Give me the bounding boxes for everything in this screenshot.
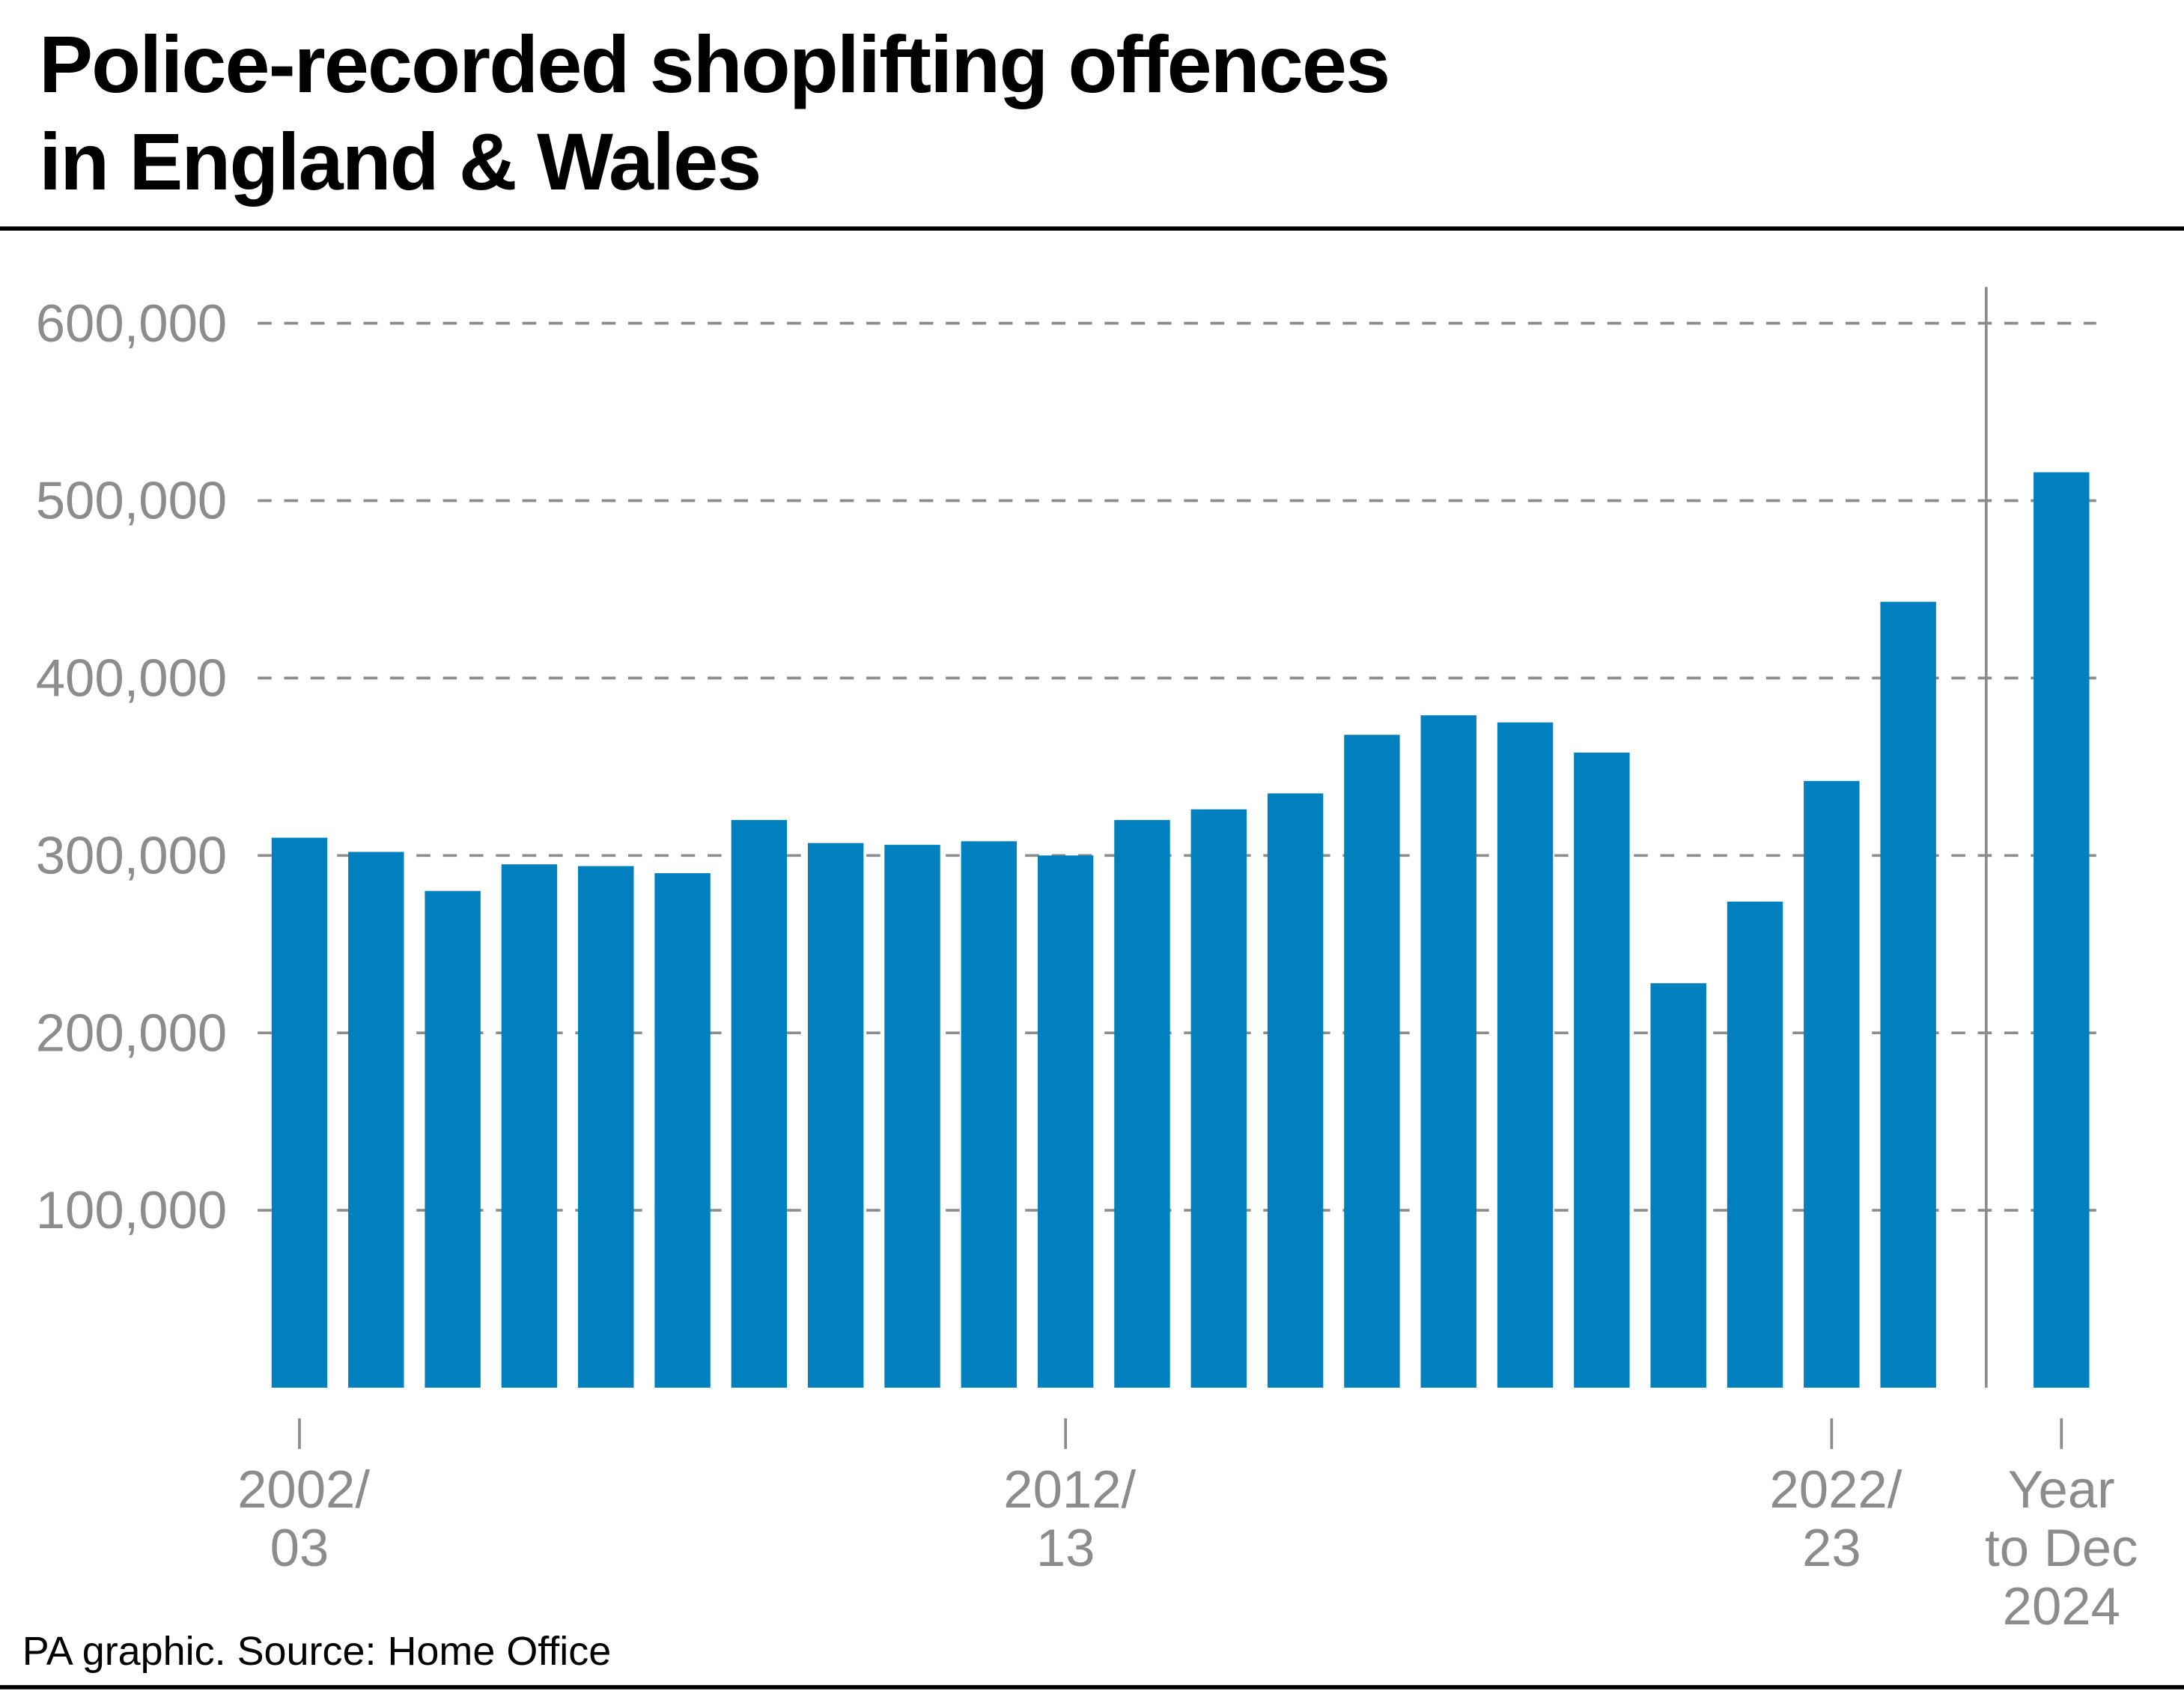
bar: 2019/20: 358000 [1574, 752, 1630, 1388]
source-note: PA graphic. Source: Home Office [22, 1629, 611, 1674]
bar: 2018/19: 375000 [1497, 722, 1554, 1388]
x-tick-label: 13 [1036, 1518, 1095, 1577]
y-tick-label: 300,000 [36, 825, 228, 884]
bar: 2023/24: 443000 [1880, 601, 1936, 1388]
bar: 2011/12: 308000 [961, 841, 1018, 1388]
y-tick-label: 200,000 [36, 1003, 228, 1062]
bar: 2010/11: 306000 [884, 845, 940, 1388]
bar: 2003/04: 302000 [348, 851, 404, 1388]
y-tick-label: 500,000 [36, 471, 228, 530]
y-tick-label: 400,000 [36, 649, 228, 708]
bar: 2008/09: 320000 [731, 819, 788, 1388]
bar: 2014/15: 326000 [1190, 809, 1247, 1388]
bar: 2009/10: 307000 [807, 843, 864, 1388]
chart-title-line-2: in England & Wales [39, 116, 760, 207]
bar: 2022/23: 342000 [1804, 780, 1860, 1388]
bar: 2017/18: 379000 [1420, 715, 1476, 1388]
bar: 2002/03: 310000 [271, 837, 328, 1388]
x-tick-label: 03 [270, 1518, 329, 1577]
x-tick-label: 2012/ [1003, 1460, 1136, 1519]
bar: Year to Dec 2024: 516000 [2034, 472, 2090, 1388]
bar: 2004/05: 280000 [425, 890, 481, 1388]
chart-title-line-1: Police-recorded shoplifting offences [39, 19, 1389, 109]
x-tick-label: 2022/ [1769, 1460, 1902, 1519]
x-tick-label: to Dec [1985, 1518, 2138, 1577]
y-tick-label: 600,000 [36, 294, 228, 353]
bar: 2016/17: 368000 [1344, 735, 1400, 1388]
x-tick-label: 23 [1802, 1518, 1861, 1577]
bar: 2006/07: 294000 [578, 866, 634, 1388]
x-tick-label: Year [2008, 1460, 2115, 1519]
bar: 2005/06: 295000 [501, 864, 558, 1388]
bar: 2015/16: 335000 [1267, 793, 1324, 1388]
bar: 2021/22: 274000 [1727, 901, 1783, 1388]
x-tick-label: 2024 [2003, 1576, 2120, 1636]
x-tick-label: 2002/ [237, 1460, 370, 1519]
y-tick-label: 100,000 [36, 1180, 228, 1239]
bar: 2012/13: 300000 [1037, 855, 1094, 1388]
bar: 2020/21: 228000 [1650, 983, 1706, 1388]
bar: 2007/08: 290000 [654, 872, 711, 1388]
bar: 2013/14: 320000 [1114, 819, 1170, 1388]
